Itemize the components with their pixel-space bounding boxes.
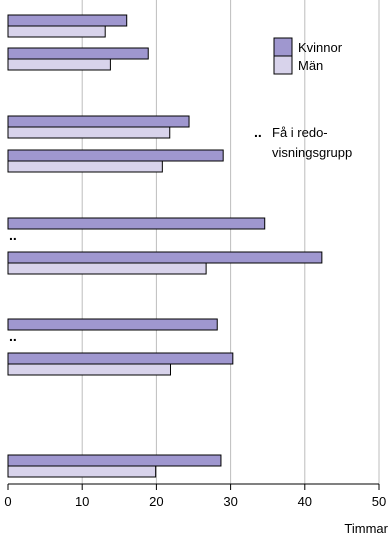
bar-kvinnor-3 — [7, 115, 190, 128]
bar-kvinnor-8 — [7, 352, 234, 365]
bar-kvinnor-5 — [7, 217, 266, 230]
bar-man-missing-marker-5: .. — [9, 227, 17, 243]
bar-kvinnor-1 — [7, 14, 128, 27]
footnote-text-line2: visningsgrupp — [272, 145, 352, 160]
tick-label-30: 30 — [223, 494, 237, 509]
tick-label-10: 10 — [75, 494, 89, 509]
x-axis-label: Timmar — [344, 521, 388, 536]
legend-swatch-kvinnor — [273, 37, 293, 57]
bar-kvinnor-7 — [7, 318, 218, 331]
bar-kvinnor-4 — [7, 149, 224, 162]
bar-man-2 — [7, 58, 111, 71]
bar-man-6 — [7, 262, 207, 275]
bar-man-10 — [7, 465, 157, 478]
bar-man-8 — [7, 363, 171, 376]
bar-man-3 — [7, 126, 171, 139]
footnote-markers: .... — [9, 227, 17, 344]
x-axis-ticks: 0 10 20 30 40 50 — [4, 484, 386, 509]
tick-label-40: 40 — [298, 494, 312, 509]
bar-kvinnor-2 — [7, 47, 149, 60]
tick-label-0: 0 — [4, 494, 11, 509]
legend: Kvinnor Män — [273, 37, 343, 75]
legend-label-man: Män — [298, 58, 323, 73]
footnote: .. Få i redo- visningsgrupp — [254, 124, 352, 160]
footnote-text-line1: Få i redo- — [272, 125, 328, 140]
bars — [7, 14, 323, 478]
bar-man-4 — [7, 160, 163, 173]
bar-kvinnor-10 — [7, 454, 222, 467]
grid-lines — [81, 0, 380, 484]
footnote-marker: .. — [254, 124, 262, 140]
legend-label-kvinnor: Kvinnor — [298, 40, 343, 55]
legend-swatch-man — [273, 55, 293, 75]
bar-kvinnor-6 — [7, 251, 323, 264]
tick-label-50: 50 — [372, 494, 386, 509]
tick-label-20: 20 — [149, 494, 163, 509]
bar-man-missing-marker-7: .. — [9, 328, 17, 344]
bar-man-1 — [7, 25, 106, 38]
